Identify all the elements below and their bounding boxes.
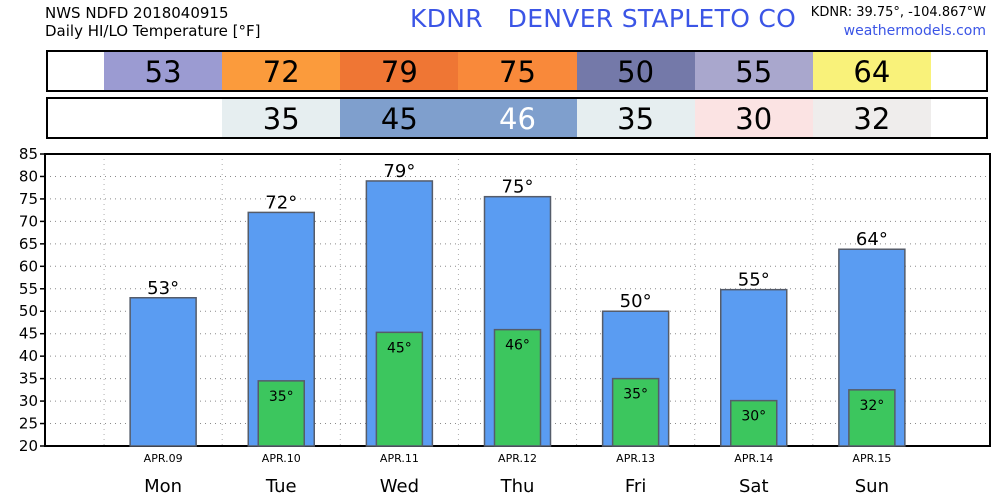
y-tick-label-11: 75: [19, 190, 38, 208]
low-bar-2: [375, 331, 424, 447]
high-bar-label-0: 53°: [147, 278, 179, 299]
y-tick-label-0: 20: [19, 437, 38, 455]
low-bar-label-5: 30°: [741, 409, 766, 425]
day-label-5: Sat: [739, 476, 769, 497]
station-title: KDNR DENVER STAPLETO CO: [410, 4, 797, 33]
coordinates-label: KDNR: 39.75°, -104.867°W: [810, 5, 986, 20]
date-label-1: APR.10: [262, 452, 301, 465]
low-cell-0: [104, 99, 223, 137]
day-label-0: Mon: [144, 476, 182, 497]
site-link[interactable]: weathermodels.com: [843, 23, 986, 39]
high-bar-label-3: 75°: [502, 177, 534, 198]
high-cell-6: 64: [812, 52, 931, 90]
high-cell-3: 75: [458, 52, 577, 90]
header-right: KDNR: 39.75°, -104.867°W weathermodels.c…: [811, 4, 986, 40]
high-temp-strip: 53 72 79 75 50 55 64: [46, 50, 988, 92]
day-label-1: Tue: [265, 476, 297, 497]
high-cell-4: 50: [576, 52, 695, 90]
y-tick-label-5: 45: [19, 325, 38, 343]
low-bar-label-6: 32°: [859, 398, 884, 414]
y-tick-label-12: 80: [19, 167, 38, 185]
date-label-6: APR.15: [852, 452, 891, 465]
low-bar-5: [730, 399, 778, 447]
day-label-6: Sun: [855, 476, 889, 497]
high-cell-1: 72: [222, 52, 341, 90]
low-cell-2: 45: [340, 99, 459, 137]
y-tick-label-13: 85: [19, 145, 38, 163]
date-label-4: APR.13: [616, 452, 655, 465]
y-tick-label-2: 30: [19, 392, 38, 410]
low-cell-1: 35: [222, 99, 341, 137]
y-tick-label-7: 55: [19, 280, 38, 298]
low-bar-label-1: 35°: [269, 389, 294, 405]
day-label-3: Thu: [500, 476, 535, 497]
y-tick-label-9: 65: [19, 235, 38, 253]
low-bar-label-2: 45°: [387, 340, 412, 356]
low-bar-1: [257, 380, 305, 447]
y-tick-label-8: 60: [19, 257, 38, 275]
low-temp-strip: 35 45 46 35 30 32: [46, 97, 988, 139]
low-bar-3: [493, 328, 542, 447]
high-bar-0: [129, 297, 197, 447]
low-bar-label-4: 35°: [623, 387, 648, 403]
low-bar-4: [611, 377, 660, 447]
high-cell-5: 55: [694, 52, 813, 90]
high-bar-label-2: 79°: [383, 161, 415, 182]
day-label-4: Fri: [625, 476, 646, 497]
low-bar-6: [848, 389, 896, 447]
low-cell-4: 35: [576, 99, 695, 137]
date-label-3: APR.12: [498, 452, 537, 465]
product-label: Daily HI/LO Temperature [°F]: [45, 22, 261, 40]
y-tick-label-6: 50: [19, 302, 38, 320]
y-tick-label-3: 35: [19, 370, 38, 388]
high-bar-label-1: 72°: [265, 192, 297, 213]
low-cell-3: 46: [458, 99, 577, 137]
date-label-5: APR.14: [734, 452, 773, 465]
low-cell-6: 32: [812, 99, 931, 137]
y-tick-label-4: 40: [19, 347, 38, 365]
model-run-label: NWS NDFD 2018040915: [45, 4, 229, 22]
date-label-2: APR.11: [380, 452, 419, 465]
high-bar-label-6: 64°: [856, 229, 888, 250]
header-left: NWS NDFD 2018040915 Daily HI/LO Temperat…: [45, 4, 261, 40]
y-tick-label-1: 25: [19, 415, 38, 433]
high-cell-2: 79: [340, 52, 459, 90]
low-cell-5: 30: [694, 99, 813, 137]
high-bar-label-4: 50°: [620, 291, 652, 312]
date-label-0: APR.09: [144, 452, 183, 465]
high-bar-label-5: 55°: [738, 270, 770, 291]
y-tick-label-10: 70: [19, 212, 38, 230]
low-bar-label-3: 46°: [505, 338, 530, 354]
high-cell-0: 53: [104, 52, 223, 90]
day-label-2: Wed: [380, 476, 419, 497]
